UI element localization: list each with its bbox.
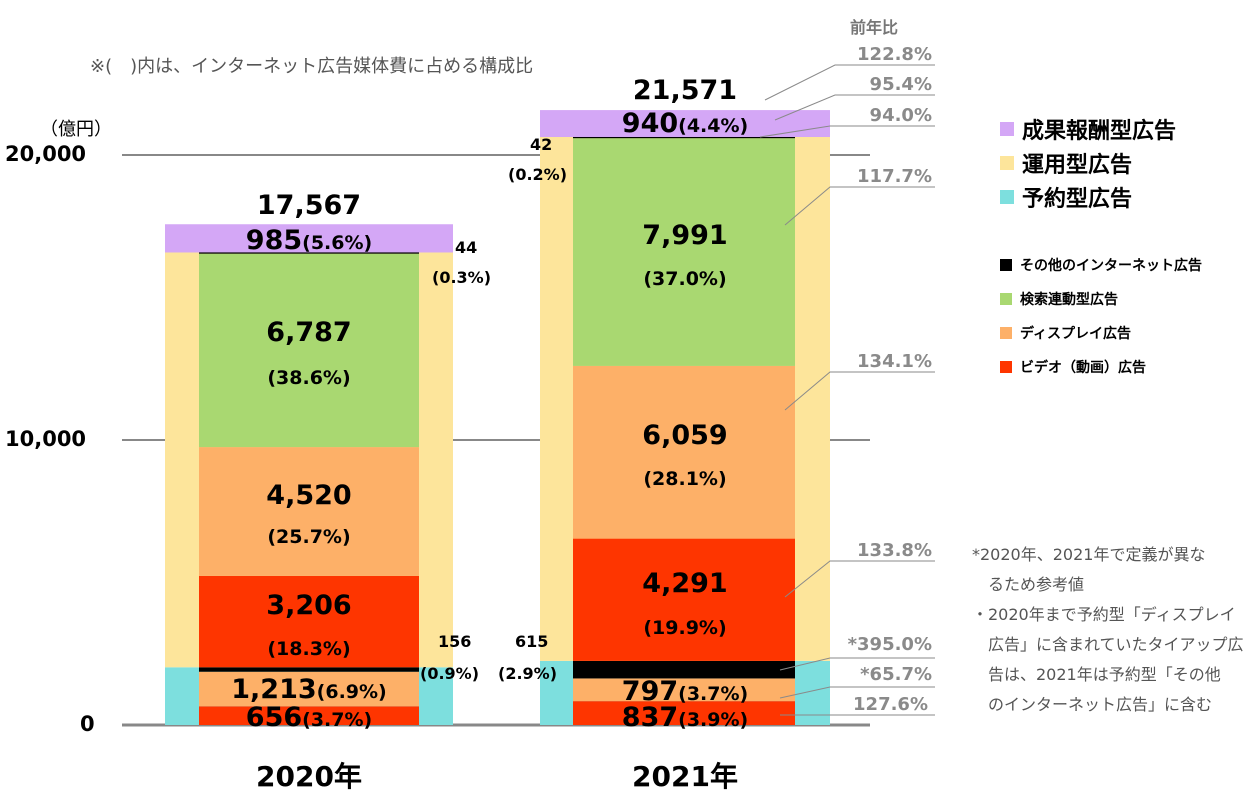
segment-bar (573, 678, 795, 702)
total-2021: 21,571 (632, 75, 738, 106)
yoy-value: 117.7% (857, 166, 932, 187)
footnotes: *2020年、2021年で定義が異な るため参考値 ・2020年まで予約型「ディ… (972, 545, 1244, 714)
segment-bar (199, 251, 419, 254)
segment-bar (573, 660, 795, 679)
label-other-ops-2020: 44 (455, 238, 478, 257)
yoy-value: 95.4% (869, 74, 932, 95)
yoy-value: 133.8% (857, 540, 932, 561)
label-display-res-2021: 797(3.7%) (621, 676, 749, 707)
x-label-2021: 2021年 (632, 760, 738, 793)
segment-bar (573, 701, 795, 725)
label-display-2020: 4,520 (266, 480, 352, 511)
legend-swatch (1000, 122, 1014, 136)
label-video-res-2020: 656(3.7%) (245, 702, 373, 733)
pct-video-2020: (18.3%) (267, 638, 351, 660)
legend-display: ディスプレイ広告 (1000, 323, 1131, 343)
legend-swatch (1000, 190, 1014, 204)
pct-other-ops-2020: (0.3%) (432, 268, 491, 287)
legend-swatch (1000, 156, 1014, 170)
segment-bar (540, 110, 830, 137)
legend-swatch (1000, 293, 1012, 305)
y-tick-label: 10,000 (5, 427, 87, 451)
segment-bar (573, 138, 795, 366)
legend-reserved: 予約型広告 (1000, 181, 1132, 213)
legend-video: ビデオ（動画）広告 (1000, 357, 1146, 377)
yoy-value: 122.8% (857, 44, 932, 65)
legend-other: その他のインターネット広告 (1000, 255, 1202, 275)
label-video-2020: 3,206 (266, 590, 352, 621)
label-other-ops-2021: 42 (530, 135, 553, 154)
label-other-res-2021: 615 (515, 632, 549, 651)
pct-display-2021: (28.1%) (643, 468, 727, 490)
legend-operational: 運用型広告 (1000, 147, 1132, 179)
legend-swatch (1000, 327, 1012, 339)
composition-note: ※( )内は、インターネット広告媒体費に占める構成比 (90, 56, 534, 77)
yoy-value: *65.7% (860, 664, 932, 685)
segment-bar (199, 671, 419, 707)
legend-swatch (1000, 259, 1012, 271)
label-video-2021: 4,291 (642, 568, 728, 599)
yoy-value: *395.0% (847, 634, 932, 655)
segment-bar (573, 136, 795, 139)
yoy-value: 127.6% (853, 694, 928, 715)
pct-other-res-2020: (0.9%) (420, 664, 479, 683)
segment-bar (199, 667, 419, 672)
total-2020: 17,567 (256, 190, 362, 221)
label-other-res-2020: 156 (438, 632, 472, 651)
segment-bar (573, 538, 795, 661)
pct-search-2021: (37.0%) (643, 268, 727, 290)
label-display-res-2020: 1,213(6.9%) (231, 674, 387, 705)
segment-bar (199, 253, 419, 448)
legend-search: 検索連動型広告 (1000, 289, 1118, 309)
yoy-header: 前年比 (850, 18, 899, 37)
y-tick-label: 20,000 (5, 142, 87, 166)
unit-label: （億円） (40, 119, 112, 140)
pct-other-res-2021: (2.9%) (498, 664, 557, 683)
y-tick-label: 0 (80, 712, 95, 736)
label-performance-2021: 940(4.4%) (621, 108, 749, 139)
label-search-2021: 7,991 (642, 220, 728, 251)
yoy-value: 94.0% (869, 105, 932, 126)
yoy-value: 134.1% (857, 351, 932, 372)
label-performance-2020: 985(5.6%) (245, 225, 373, 256)
segment-bar (165, 224, 453, 253)
pct-display-2020: (25.7%) (267, 526, 351, 548)
label-display-2021: 6,059 (642, 420, 728, 451)
pct-search-2020: (38.6%) (267, 367, 351, 389)
pct-video-2021: (19.9%) (643, 617, 727, 639)
segment-bar (199, 447, 419, 576)
legend-swatch (1000, 361, 1012, 373)
segment-bar (199, 706, 419, 725)
segment-bar (199, 575, 419, 668)
pct-other-ops-2021: (0.2%) (508, 165, 567, 184)
legend-performance: 成果報酬型広告 (1000, 113, 1176, 145)
label-search-2020: 6,787 (266, 317, 352, 348)
label-video-res-2021: 837(3.9%) (621, 702, 749, 733)
x-label-2020: 2020年 (256, 760, 362, 793)
segment-bar (573, 365, 795, 539)
yoy-leader-lines (759, 64, 935, 716)
